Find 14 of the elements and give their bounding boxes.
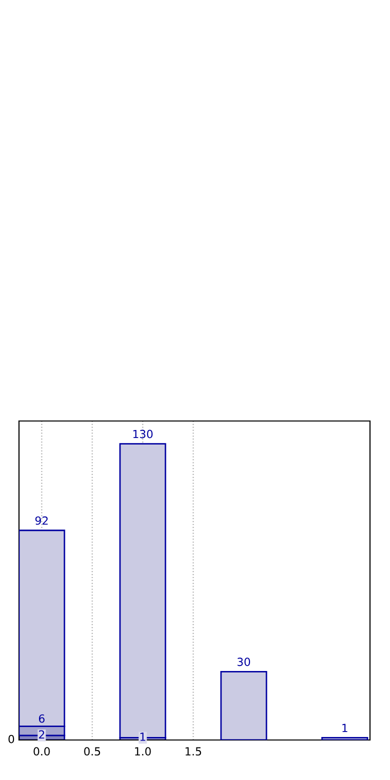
annotation: 6	[38, 714, 45, 723]
bar	[220, 670, 268, 740]
text: 0	[8, 734, 14, 744]
x-tick-label: 1.0	[135, 747, 151, 756]
total-label: 30	[238, 658, 250, 666]
data-label: 1	[140, 732, 146, 741]
total-label: 92	[35, 516, 48, 525]
data-label: 2	[39, 730, 44, 739]
total-label: 130	[133, 430, 153, 438]
x-tick-label: 0.5	[84, 747, 100, 756]
bar	[321, 737, 368, 740]
total-label: 1	[342, 724, 348, 732]
x-tick-label: 1.5	[186, 747, 202, 756]
x-tick-label: 0.0	[34, 747, 50, 756]
